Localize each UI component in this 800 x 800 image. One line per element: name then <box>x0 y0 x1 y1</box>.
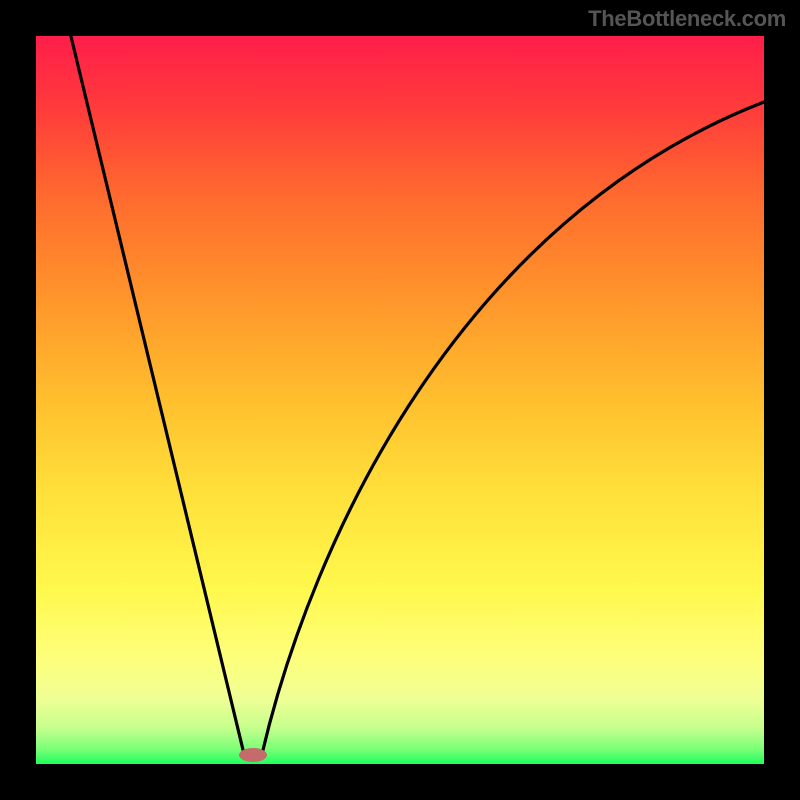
plot-background <box>36 36 764 764</box>
bottleneck-chart <box>0 0 800 800</box>
chart-container: TheBottleneck.com <box>0 0 800 800</box>
minimum-marker <box>239 748 267 762</box>
watermark-text: TheBottleneck.com <box>588 6 786 32</box>
